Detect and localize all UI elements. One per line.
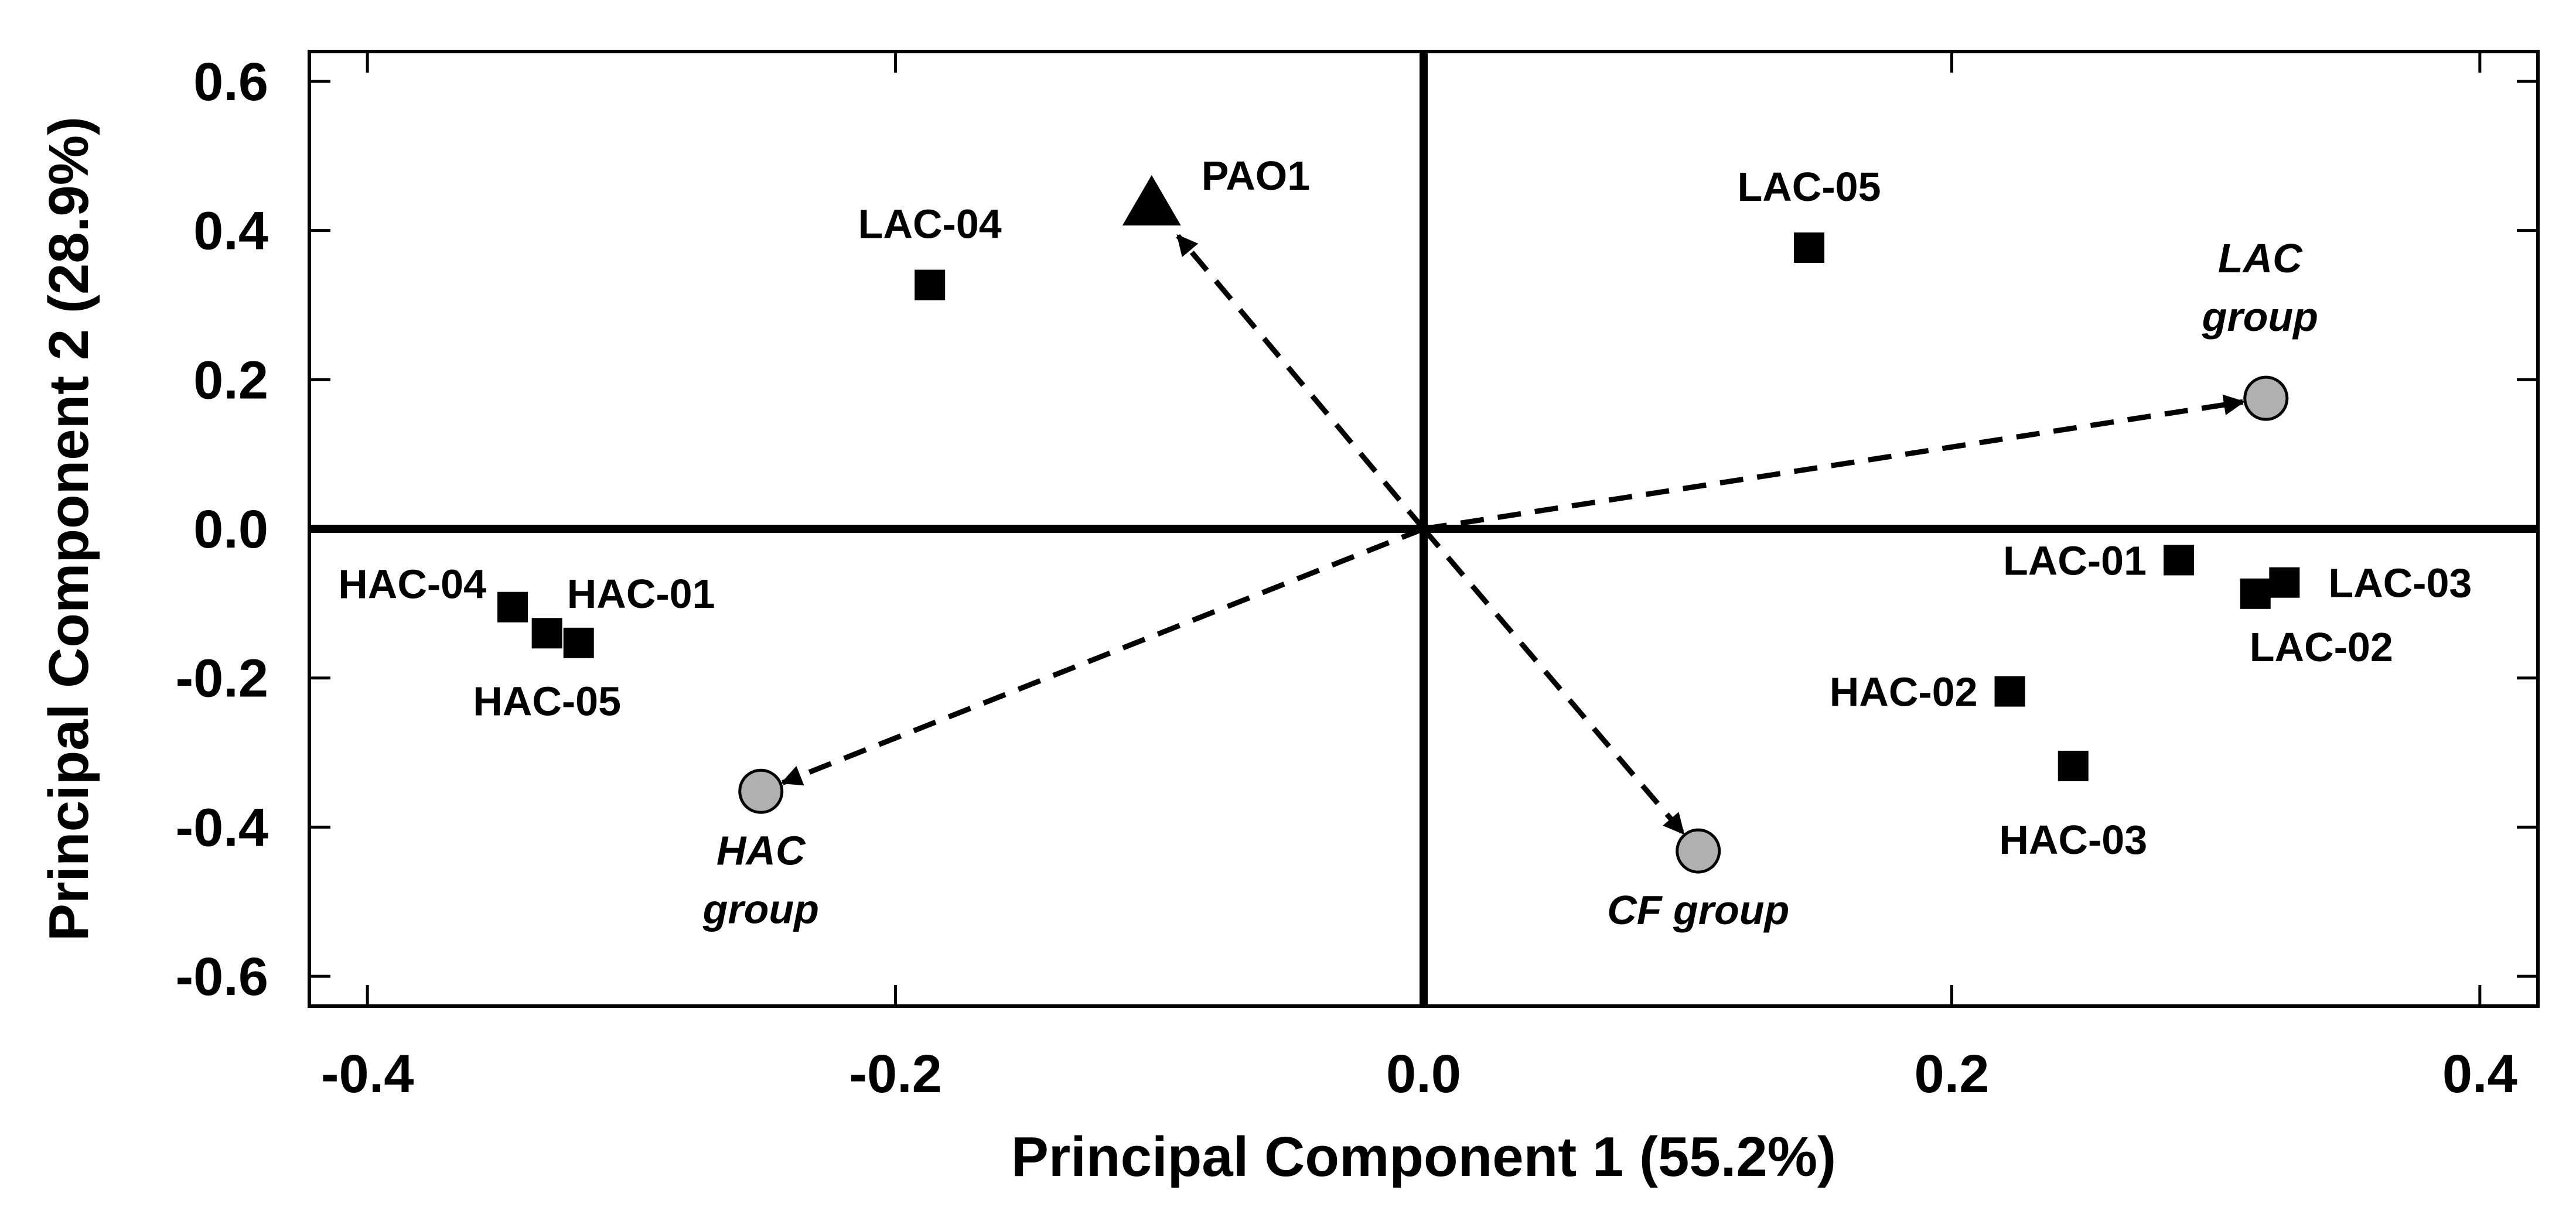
y-tick-label: -0.6 (175, 947, 268, 1007)
isolate-marker (1794, 232, 1825, 263)
isolate-label: LAC-01 (2003, 538, 2147, 583)
y-tick-label: -0.2 (175, 649, 268, 709)
x-tick-label: 0.2 (1914, 1044, 1989, 1104)
isolate-marker (2164, 545, 2195, 576)
x-axis-title: Principal Component 1 (55.2%) (1011, 1126, 1836, 1188)
isolate-label: HAC-03 (1999, 817, 2147, 863)
y-tick-label: 0.4 (193, 201, 268, 261)
group-label: HAC (716, 827, 806, 873)
loading-vector (780, 526, 1425, 786)
isolate-label: LAC-04 (858, 201, 1002, 247)
data-points (497, 175, 2300, 874)
group-label: group (2202, 294, 2318, 340)
loading-vector (1423, 394, 2245, 532)
isolate-label: HAC-05 (473, 678, 621, 724)
isolate-label: HAC-02 (1830, 669, 1978, 715)
isolate-label: HAC-01 (567, 571, 715, 617)
isolate-marker (915, 269, 946, 300)
isolate-marker (2240, 578, 2271, 609)
x-tick-label: 0.4 (2442, 1044, 2517, 1104)
group-centroid (1676, 828, 1721, 874)
isolate-label: HAC-04 (338, 562, 486, 607)
group-centroid (2243, 375, 2289, 421)
y-axis-title: Principal Component 2 (28.9%) (37, 117, 100, 941)
loading-vector (1421, 527, 1686, 835)
x-tick-label: 0.0 (1386, 1044, 1461, 1104)
reference-label: PAO1 (1202, 153, 1310, 199)
isolate-label: LAC-03 (2328, 560, 2472, 606)
group-centroid (738, 768, 784, 814)
y-tick-labels: 0.6 0.4 0.2 0.0 -0.2 -0.4 -0.6 (175, 52, 268, 1007)
group-label: CF group (1607, 887, 1789, 933)
y-tick-label: 0.0 (193, 500, 268, 559)
isolate-label: LAC-05 (1738, 164, 1881, 210)
y-tick-label: 0.6 (193, 52, 268, 112)
tick-marks (309, 52, 2538, 1006)
x-tick-label: -0.2 (849, 1044, 942, 1104)
y-tick-label: 0.2 (193, 350, 268, 410)
isolate-label: LAC-02 (2250, 624, 2393, 670)
loading-vector (1176, 234, 1426, 531)
isolate-marker (497, 591, 528, 623)
point-labels: LAC-04 LAC-05 LAC-01 LAC-02 LAC-03 HAC-02 HAC-… (338, 153, 2472, 933)
loading-vectors (780, 234, 2245, 835)
isolate-marker (2269, 567, 2300, 598)
isolate-marker (563, 627, 594, 658)
isolate-marker (1994, 676, 2025, 707)
isolate-marker (2058, 750, 2089, 781)
group-label: LAC (2218, 235, 2303, 281)
isolate-marker (531, 618, 562, 649)
x-tick-labels: -0.4 -0.2 0.0 0.2 0.4 (321, 1044, 2517, 1104)
x-tick-label: -0.4 (321, 1044, 414, 1104)
group-label: group (702, 886, 819, 932)
reference-marker (1122, 175, 1181, 226)
y-tick-label: -0.4 (175, 798, 268, 857)
